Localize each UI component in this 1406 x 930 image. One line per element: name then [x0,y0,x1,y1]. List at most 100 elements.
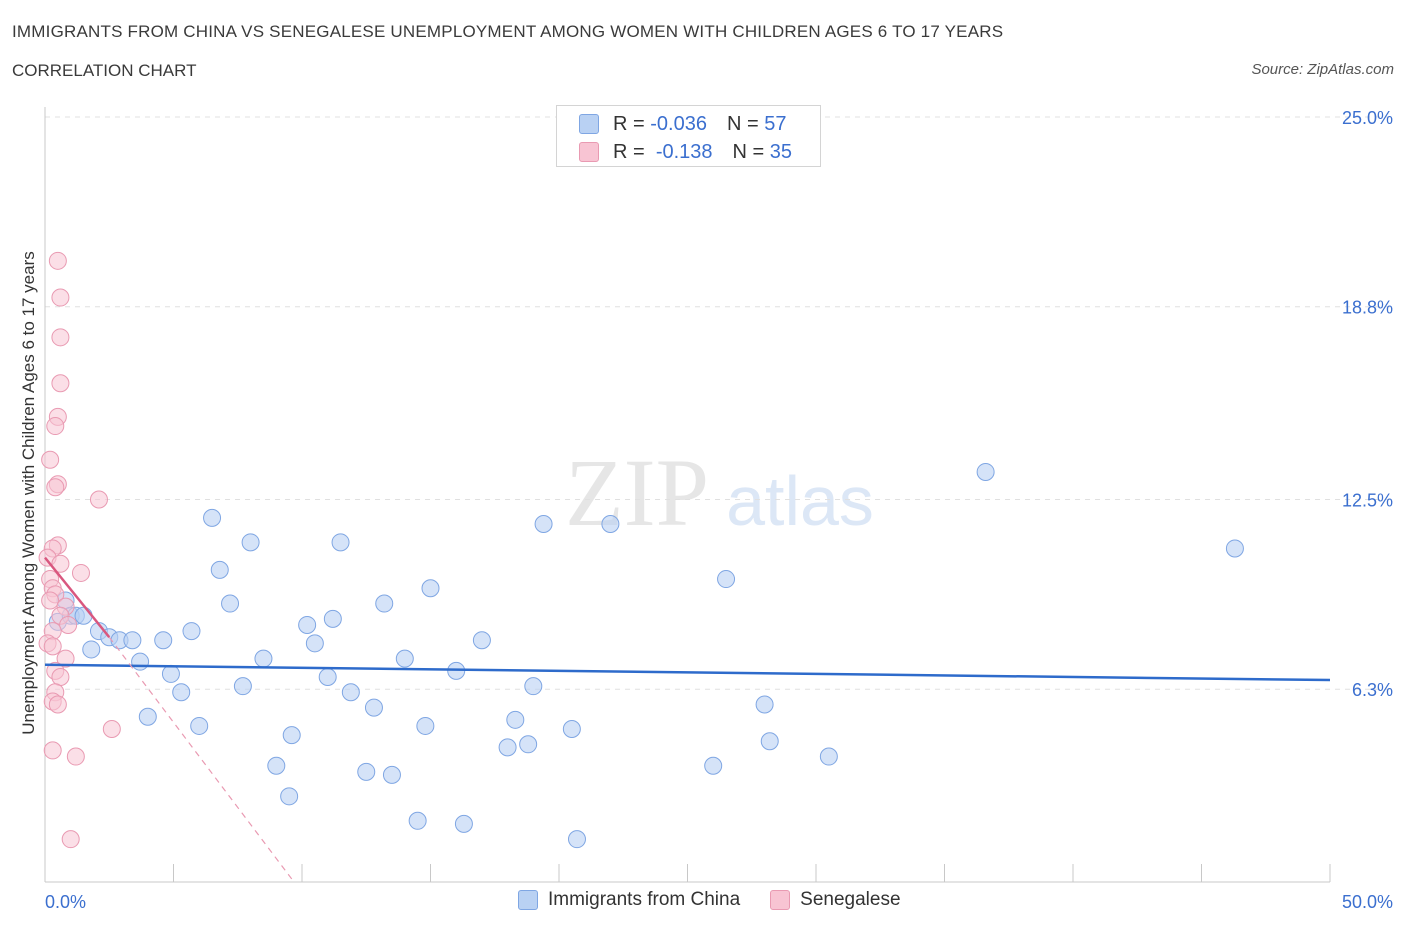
senegal-point-29 [48,695,67,714]
china-point-12 [154,631,173,650]
china-point-10 [131,652,150,671]
china-point-19 [221,594,240,613]
senegal-point-12 [51,554,70,573]
china-point-31 [341,683,360,702]
china-point-20 [233,677,252,696]
china-point-51 [704,756,723,775]
watermark-atlas: atlas [726,462,874,540]
china-point-23 [267,756,286,775]
senegal-point-8 [46,478,65,497]
china-point-39 [421,579,440,598]
x-tick-label-1: 50.0% [1342,892,1393,912]
senegal-point-2 [51,328,70,347]
watermark: ZIP atlas [565,439,874,546]
senegal-point-17 [41,591,60,610]
senegal-point-30 [89,490,108,509]
y-tick-label-1: 12.5% [1342,491,1393,511]
chart-subtitle: CORRELATION CHART [12,61,197,80]
china-point-25 [282,726,301,745]
senegal-point-26 [51,667,70,686]
senegal-point-32 [43,741,62,760]
senegal-point-6 [41,450,60,469]
legend-row-senegal: R = -0.138 N = 35 [579,139,792,165]
china-point-50 [601,514,620,533]
senegal-point-20 [59,615,78,634]
legend-swatch-senegal [579,142,599,162]
china-point-56 [976,462,995,481]
china-point-55 [819,747,838,766]
china-point-43 [498,738,517,757]
china-point-42 [472,631,491,650]
watermark-zip: ZIP [565,439,709,546]
china-point-53 [755,695,774,714]
legend-item-senegal: Senegalese [770,889,901,911]
china-point-5 [82,640,101,659]
correlation-legend: R = -0.036 N = 57 R = -0.138 N = 35 [556,105,821,167]
senegal-point-34 [61,830,80,849]
china-point-34 [375,594,394,613]
china-point-9 [123,631,142,650]
tick-labels: 6.3% 12.5% 18.8% 25.0% 0.0% 50.0% [45,108,1393,912]
china-point-49 [567,830,586,849]
chart-title: IMMIGRANTS FROM CHINA VS SENEGALESE UNEM… [12,22,1004,41]
china-point-41 [454,814,473,833]
china-point-48 [562,720,581,738]
china-point-27 [305,634,324,653]
china-point-46 [524,677,543,696]
senegal-point-1 [51,288,70,307]
legend-row-china: R = -0.036 N = 57 [579,111,786,137]
legend-label-senegal: Senegalese [800,889,901,910]
series-senegal [38,251,121,849]
legend-swatch-china [579,114,599,134]
china-point-30 [331,533,350,552]
senegal-point-31 [102,720,121,738]
y-tick-label-0: 6.3% [1352,680,1393,700]
china-point-16 [190,716,209,735]
china-point-57 [1225,539,1244,558]
y-axis-label: Unemployment Among Women with Children A… [19,251,38,735]
legend-senegal-n-value: 35 [769,140,793,163]
china-point-13 [161,664,180,683]
china-point-32 [357,762,376,781]
china-point-28 [318,667,337,686]
china-point-45 [519,735,538,754]
legend-marker-senegal [770,890,791,910]
senegal-point-0 [48,251,67,270]
senegal-trend-line [44,556,111,638]
china-point-38 [416,716,435,735]
legend-senegal-r-value: -0.138 [655,140,713,163]
china-point-22 [254,649,273,668]
china-point-33 [364,698,383,717]
china-point-15 [182,622,201,641]
china-point-11 [138,707,157,726]
china-point-35 [382,765,401,784]
china-point-44 [506,710,525,729]
senegal-point-24 [56,649,75,668]
china-point-29 [323,609,342,628]
china-trend-line [44,663,1331,682]
source-label: Source: ZipAtlas.com [1251,61,1394,78]
legend-china-n-label: N = [726,112,759,135]
china-point-26 [298,615,317,634]
y-tick-label-3: 25.0% [1342,108,1393,128]
legend-china-n-value: 57 [764,112,787,135]
grid-lines [45,116,1390,690]
legend-senegal-r-label: R = [613,140,645,163]
china-point-54 [760,732,779,751]
legend-item-china: Immigrants from China [518,889,740,911]
y-tick-label-2: 18.8% [1342,298,1393,318]
senegal-trend-extension [108,636,293,880]
senegal-point-23 [43,637,62,656]
x-tick-label-0: 0.0% [45,892,86,912]
legend-marker-china [518,890,538,910]
china-point-4 [74,606,93,625]
trend-lines [44,556,1331,880]
china-point-18 [210,560,229,579]
china-point-37 [408,811,427,830]
china-point-47 [534,514,553,533]
legend-china-r-label: R = [613,112,645,135]
senegal-point-5 [46,417,65,436]
china-point-36 [395,649,414,668]
legend-china-r-value: -0.036 [650,112,707,135]
